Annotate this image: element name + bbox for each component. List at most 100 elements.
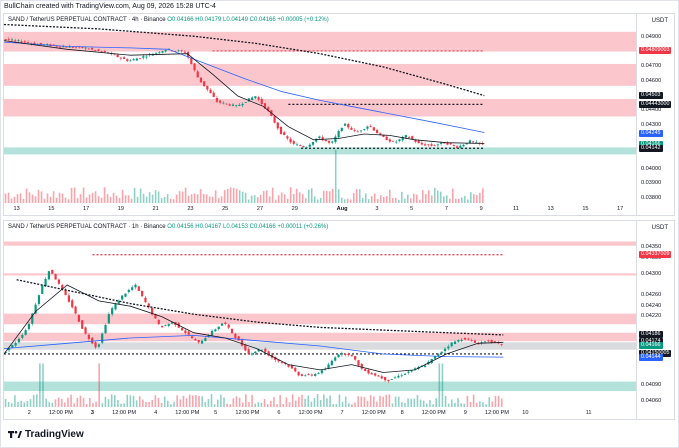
candle-body	[294, 367, 297, 372]
candle-body	[330, 360, 333, 366]
candle-body	[443, 348, 447, 352]
volume-bar	[464, 195, 466, 203]
volume-bar	[361, 197, 364, 203]
volume-bar	[154, 190, 157, 203]
candle-body	[224, 322, 227, 325]
candle-body	[295, 144, 299, 146]
volume-bar	[248, 401, 250, 407]
candle-body	[116, 54, 119, 58]
candle-body	[164, 325, 167, 327]
candle-body	[113, 54, 116, 56]
candle-body	[433, 356, 437, 359]
volume-bar	[439, 191, 442, 203]
volume-bar	[57, 397, 60, 407]
volume-bar	[358, 189, 361, 203]
time-tick-label: Aug	[336, 206, 348, 212]
candle-body	[300, 374, 304, 376]
candle-body	[7, 348, 11, 351]
volume-bar	[266, 404, 269, 407]
volume-bar	[388, 189, 391, 203]
candle-body	[135, 58, 138, 61]
candle-body	[41, 285, 44, 294]
candle-body	[308, 144, 311, 147]
candle-body	[180, 50, 183, 52]
price-tag: 0.04503	[639, 92, 663, 100]
time-tick-label: 29	[291, 206, 298, 212]
candle-body	[390, 379, 393, 380]
price-tick-label: 0.04400	[641, 107, 662, 114]
volume-bar	[319, 399, 322, 407]
candle-body	[138, 58, 142, 60]
volume-bar	[245, 394, 247, 407]
candle-body	[359, 130, 363, 132]
volume-bar	[388, 394, 391, 407]
volume-bar	[184, 187, 187, 203]
volume-bar	[223, 397, 225, 407]
volume-bar	[136, 196, 139, 203]
candle-body	[443, 142, 446, 144]
volume-bar	[262, 191, 265, 203]
volume-bar	[110, 394, 113, 407]
time-tick-label: 5	[410, 206, 414, 212]
candle-body	[142, 56, 145, 58]
candle-body	[207, 335, 210, 338]
candle-body	[34, 304, 37, 314]
volume-bar	[191, 395, 194, 407]
time-tick-label: 27	[256, 206, 264, 212]
volume-bar	[475, 402, 478, 407]
volume-bar	[67, 199, 70, 203]
volume-bar	[329, 395, 331, 407]
volume-bar	[19, 193, 22, 203]
candle-body	[161, 51, 164, 53]
volume-bar	[407, 398, 409, 407]
candle-body	[240, 340, 244, 346]
candle-body	[206, 85, 209, 90]
candle-body	[430, 144, 433, 146]
volume-bar	[113, 395, 116, 407]
candle-body	[350, 354, 353, 356]
tradingview-logo[interactable]: TradingView	[8, 429, 84, 440]
volume-bar	[325, 190, 328, 203]
volume-bar	[173, 401, 175, 407]
volume-bar	[288, 402, 291, 407]
candle-body	[234, 333, 237, 338]
volume-bar	[37, 189, 40, 203]
volume-bar	[455, 198, 457, 203]
chart-plot-4h[interactable]	[4, 14, 676, 217]
volume-bar	[118, 197, 121, 203]
volume-bar	[349, 199, 352, 203]
candle-body	[217, 326, 220, 330]
volume-bar	[104, 396, 107, 407]
volume-bar	[79, 194, 82, 203]
volume-bar	[217, 198, 220, 203]
candle-body	[199, 77, 203, 83]
volume-bar	[292, 193, 295, 203]
volume-bar	[376, 198, 379, 203]
ema-line	[4, 41, 485, 133]
volume-bar	[460, 403, 462, 407]
volume-bar	[210, 394, 213, 407]
candle-body	[235, 105, 238, 107]
chart-pane-4h[interactable]: SAND / TetherUS PERPETUAL CONTRACT · 4h …	[3, 13, 675, 216]
candle-body	[372, 127, 375, 131]
candle-body	[251, 97, 254, 100]
volume-bar	[202, 194, 205, 203]
volume-bar	[335, 404, 338, 407]
candle-body	[14, 40, 17, 42]
chart-pane-1h[interactable]: SAND / TetherUS PERPETUAL CONTRACT · 1h …	[3, 220, 675, 420]
candle-body	[17, 338, 21, 343]
volume-bar	[310, 401, 313, 407]
time-tick-label: 7	[340, 410, 344, 416]
candle-body	[114, 303, 117, 310]
volume-bar	[283, 194, 286, 203]
candle-body	[483, 341, 487, 343]
zone-red	[4, 332, 636, 342]
chart-plot-1h[interactable]	[4, 221, 676, 421]
volume-bar	[172, 199, 175, 203]
candle-body	[456, 146, 459, 148]
candle-body	[347, 353, 350, 355]
ema-line	[4, 334, 504, 358]
volume-bar	[61, 193, 64, 203]
volume-bar	[323, 394, 325, 407]
volume-bar	[208, 196, 211, 203]
